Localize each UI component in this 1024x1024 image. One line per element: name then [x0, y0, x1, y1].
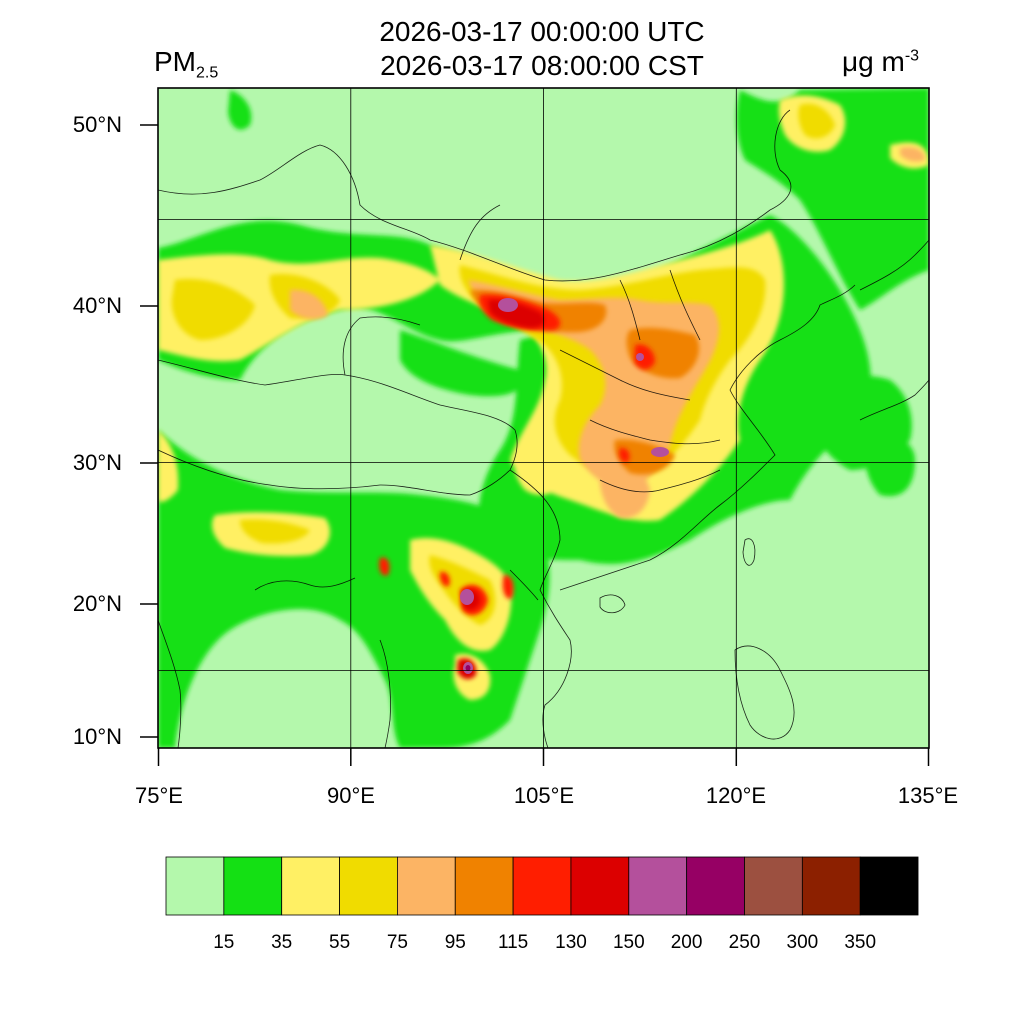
units-text: μg m — [842, 46, 905, 77]
lat-label-30: 30°N — [72, 450, 122, 475]
colorbar-threshold-label: 130 — [555, 932, 587, 953]
colorbar-swatch — [744, 856, 803, 916]
colorbar-swatch — [570, 856, 630, 916]
colorbar-swatch — [801, 856, 861, 916]
colorbar-threshold-label: 250 — [728, 932, 761, 953]
colorbar-threshold-label: 350 — [844, 932, 877, 953]
colorbar-threshold-label: 150 — [612, 932, 645, 953]
colorbar-swatch — [686, 856, 745, 916]
colorbar-threshold-label: 35 — [271, 932, 293, 953]
colorbar-threshold-label: 200 — [670, 932, 703, 953]
lon-label-90: 90°E — [327, 783, 375, 808]
colorbar-swatch — [859, 856, 919, 916]
lon-label-135: 135°E — [897, 783, 959, 808]
colorbar-swatch — [396, 856, 456, 916]
lon-label-75: 75°E — [135, 783, 183, 808]
colorbar-swatch — [281, 856, 340, 916]
colorbar-threshold-label: 115 — [497, 932, 529, 953]
lat-label-40: 40°N — [72, 293, 122, 318]
colorbar-swatch — [628, 856, 688, 916]
colorbar-swatch — [454, 856, 514, 916]
graticule — [158, 88, 929, 748]
units-label: μg m-3 — [842, 46, 919, 78]
colorbar-swatch — [512, 856, 572, 916]
lon-label-105: 105°E — [513, 783, 575, 808]
pm25-contours — [158, 88, 929, 748]
colorbar-swatch — [165, 856, 225, 916]
title-utc: 2026-03-17 00:00:00 UTC — [379, 16, 705, 47]
colorbar-threshold-label: 95 — [444, 932, 466, 953]
colorbar-threshold-label: 55 — [329, 932, 351, 953]
colorbar-threshold-label: 15 — [213, 932, 235, 953]
variable-name: PM — [154, 46, 196, 77]
lat-label-50: 50°N — [72, 112, 122, 137]
variable-label: PM2.5 — [154, 46, 218, 83]
lon-label-120: 120°E — [705, 783, 767, 808]
lat-label-10: 10°N — [72, 724, 122, 749]
colorbar-swatch — [339, 856, 398, 916]
variable-subscript: 2.5 — [196, 64, 219, 82]
colorbar-swatch — [223, 856, 283, 916]
colorbar-threshold-label: 300 — [786, 932, 819, 953]
colorbar — [165, 856, 919, 916]
title-cst: 2026-03-17 08:00:00 CST — [380, 50, 704, 81]
colorbar-threshold-label: 75 — [386, 932, 408, 953]
lat-ticks — [140, 124, 158, 738]
units-superscript: -3 — [904, 47, 920, 65]
lat-label-20: 20°N — [72, 591, 122, 616]
lon-ticks — [157, 748, 930, 766]
